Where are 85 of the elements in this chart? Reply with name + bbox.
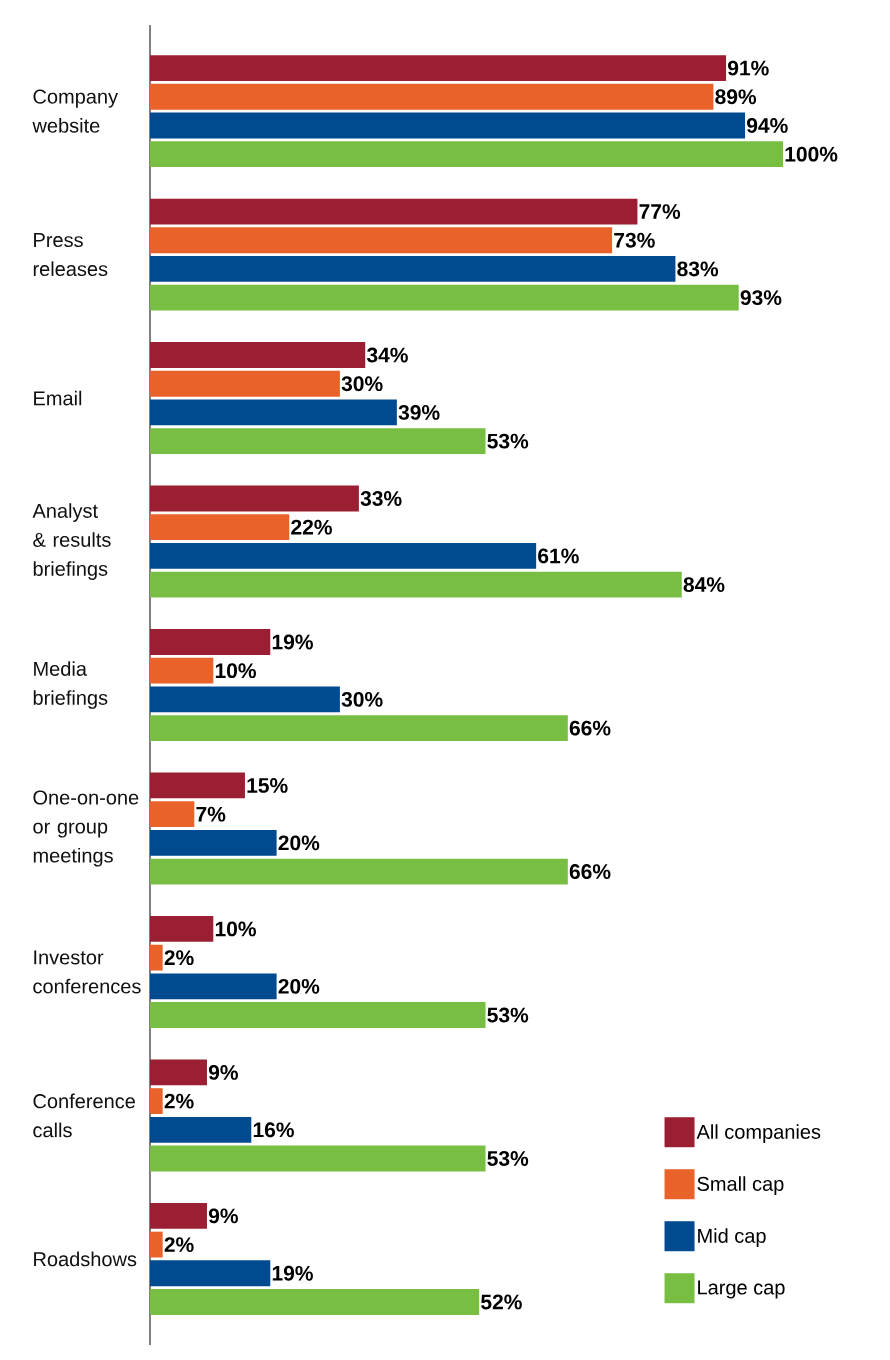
bar [150, 83, 714, 110]
legend-label: All companies [696, 1124, 821, 1143]
bar [150, 571, 682, 598]
bar [150, 916, 214, 942]
data-label: 77% [639, 204, 681, 219]
bar [150, 342, 366, 368]
data-label: 30% [341, 691, 383, 707]
bar [150, 284, 739, 311]
data-label: 84% [683, 577, 725, 593]
data-label: 22% [291, 519, 332, 535]
data-label: 100% [785, 146, 838, 162]
data-label: 2% [164, 1093, 194, 1109]
bar [150, 198, 638, 225]
legend-label: Small cap [697, 1176, 784, 1195]
data-label: 20% [278, 835, 320, 851]
bar [150, 1002, 486, 1028]
bar [150, 973, 277, 1000]
data-label: 61% [538, 548, 579, 564]
data-label: 53% [487, 1151, 529, 1166]
bar [150, 829, 277, 856]
y-tick-label: Roadshows [34, 1251, 137, 1267]
y-tick-label: Conference calls [33, 1093, 135, 1138]
y-tick-label: Media briefings [33, 661, 108, 709]
data-label: 91% [728, 60, 769, 76]
y-tick-label: Investor conferences [33, 950, 141, 994]
data-label: 2% [164, 950, 194, 966]
data-label: 16% [253, 1122, 294, 1138]
data-label: 9% [208, 1064, 238, 1080]
y-tick-label: Press releases [33, 233, 108, 277]
data-label: 39% [398, 404, 440, 420]
bar [150, 657, 214, 684]
data-label: 66% [569, 864, 611, 879]
data-label: 93% [740, 290, 782, 306]
bar [150, 55, 727, 81]
legend-label: Large cap [698, 1280, 785, 1299]
bar [150, 1289, 480, 1315]
bar [150, 428, 486, 455]
bar [150, 399, 397, 426]
data-label: 10% [215, 921, 256, 937]
bar [150, 715, 568, 741]
data-label: 10% [215, 663, 256, 679]
bar [150, 1145, 486, 1172]
y-tick-label: Email [34, 390, 82, 406]
bar [150, 1088, 163, 1115]
data-label: 73% [614, 232, 655, 248]
data-label: 94% [746, 118, 788, 133]
bar [150, 944, 163, 971]
bar [150, 629, 271, 655]
data-label: 83% [677, 261, 719, 277]
data-label: 53% [487, 433, 529, 449]
bar [150, 514, 290, 541]
data-label: 20% [278, 978, 320, 994]
bar [150, 112, 746, 139]
data-label: 19% [272, 634, 313, 650]
bar [150, 1202, 207, 1229]
data-label: 30% [341, 376, 383, 392]
bar [150, 858, 568, 885]
bar [150, 772, 245, 799]
bar [150, 686, 340, 713]
bar [150, 1059, 207, 1086]
legend-label: Mid cap [698, 1228, 766, 1247]
bar [150, 1260, 271, 1287]
data-label: 34% [366, 347, 408, 363]
data-label: 66% [569, 720, 611, 736]
data-label: 89% [715, 89, 757, 105]
y-tick-label: Analyst & results briefings [32, 503, 111, 580]
bar [150, 1116, 252, 1143]
y-tick-label: Company website [32, 89, 119, 133]
data-label: 2% [164, 1237, 194, 1252]
bar [150, 370, 340, 397]
data-label: 52% [481, 1294, 522, 1310]
bar [150, 801, 195, 828]
bar [150, 256, 676, 282]
bar [150, 1231, 163, 1258]
data-label: 33% [360, 491, 402, 506]
bar [150, 227, 613, 254]
data-label: 7% [196, 806, 226, 822]
data-label: 53% [487, 1007, 529, 1023]
data-label: 15% [247, 778, 288, 793]
data-label: 19% [272, 1265, 313, 1281]
bar [150, 141, 784, 168]
data-label: 9% [208, 1208, 238, 1224]
bar [150, 485, 359, 512]
bar [150, 542, 537, 569]
y-tick-label: One-on-one or group meetings [33, 790, 139, 867]
